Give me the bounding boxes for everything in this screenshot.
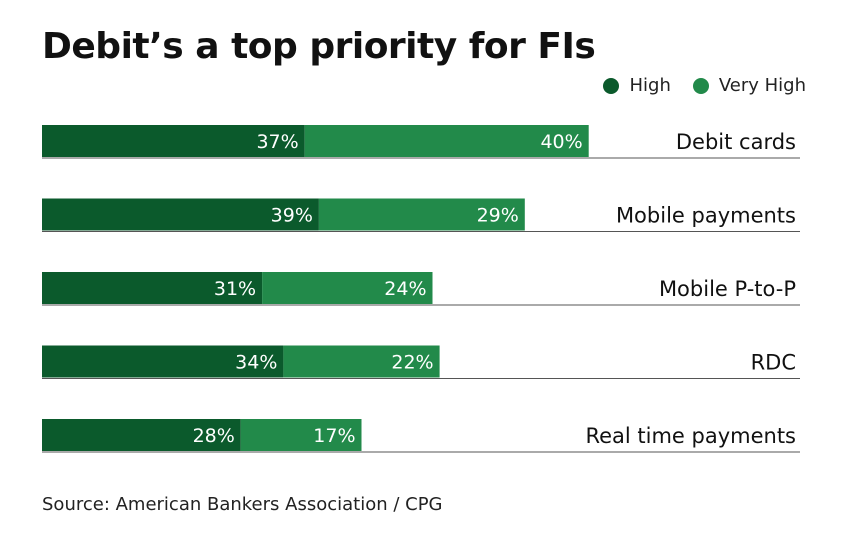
- data-label-real-time-payments-high: 28%: [193, 425, 235, 447]
- bar-mobile-p-to-p-high: [42, 272, 263, 304]
- legend-swatch-very-high: [692, 77, 709, 94]
- category-label-mobile-payments: Mobile payments: [616, 204, 796, 228]
- bar-debit-cards-very-high: [304, 125, 589, 157]
- data-label-mobile-p-to-p-high: 31%: [214, 278, 256, 300]
- legend-item-high: High: [603, 75, 671, 96]
- category-label-rdc: RDC: [751, 351, 796, 375]
- category-label-real-time-payments: Real time payments: [585, 424, 796, 448]
- data-label-mobile-payments-very-high: 29%: [477, 205, 519, 227]
- source-note: Source: American Bankers Association / C…: [42, 494, 443, 515]
- data-label-mobile-payments-high: 39%: [271, 205, 313, 227]
- data-label-debit-cards-high: 37%: [256, 131, 298, 153]
- data-label-rdc-very-high: 22%: [391, 352, 433, 374]
- bar-mobile-payments-high: [42, 198, 319, 231]
- legend-label-very-high: Very High: [718, 75, 806, 96]
- legend: High Very High: [581, 75, 806, 96]
- stacked-bar-chart: 37% 40% Debit cards 39% 29% Mobile payments 31…: [42, 125, 800, 453]
- bar-debit-cards-high: [42, 125, 305, 157]
- bar-mobile-p-to-p-very-high: [262, 272, 433, 304]
- bar-mobile-payments-very-high: [318, 198, 525, 231]
- data-label-mobile-p-to-p-very-high: 24%: [384, 278, 426, 300]
- bar-rdc-high: [42, 345, 284, 378]
- bar-real-time-payments-high: [42, 419, 241, 451]
- legend-item-very-high: Very High: [692, 75, 806, 96]
- legend-swatch-high: [603, 77, 620, 94]
- category-label-mobile-p-to-p: Mobile P-to-P: [659, 277, 796, 301]
- data-label-debit-cards-very-high: 40%: [540, 131, 582, 153]
- category-label-debit-cards: Debit cards: [676, 130, 796, 154]
- legend-label-high: High: [629, 75, 671, 96]
- chart-title: Debit’s a top priority for FIs: [42, 26, 596, 67]
- bar-real-time-payments-very-high: [240, 419, 362, 451]
- bar-rdc-very-high: [283, 345, 440, 378]
- data-label-rdc-high: 34%: [235, 352, 277, 374]
- data-label-real-time-payments-very-high: 17%: [313, 425, 355, 447]
